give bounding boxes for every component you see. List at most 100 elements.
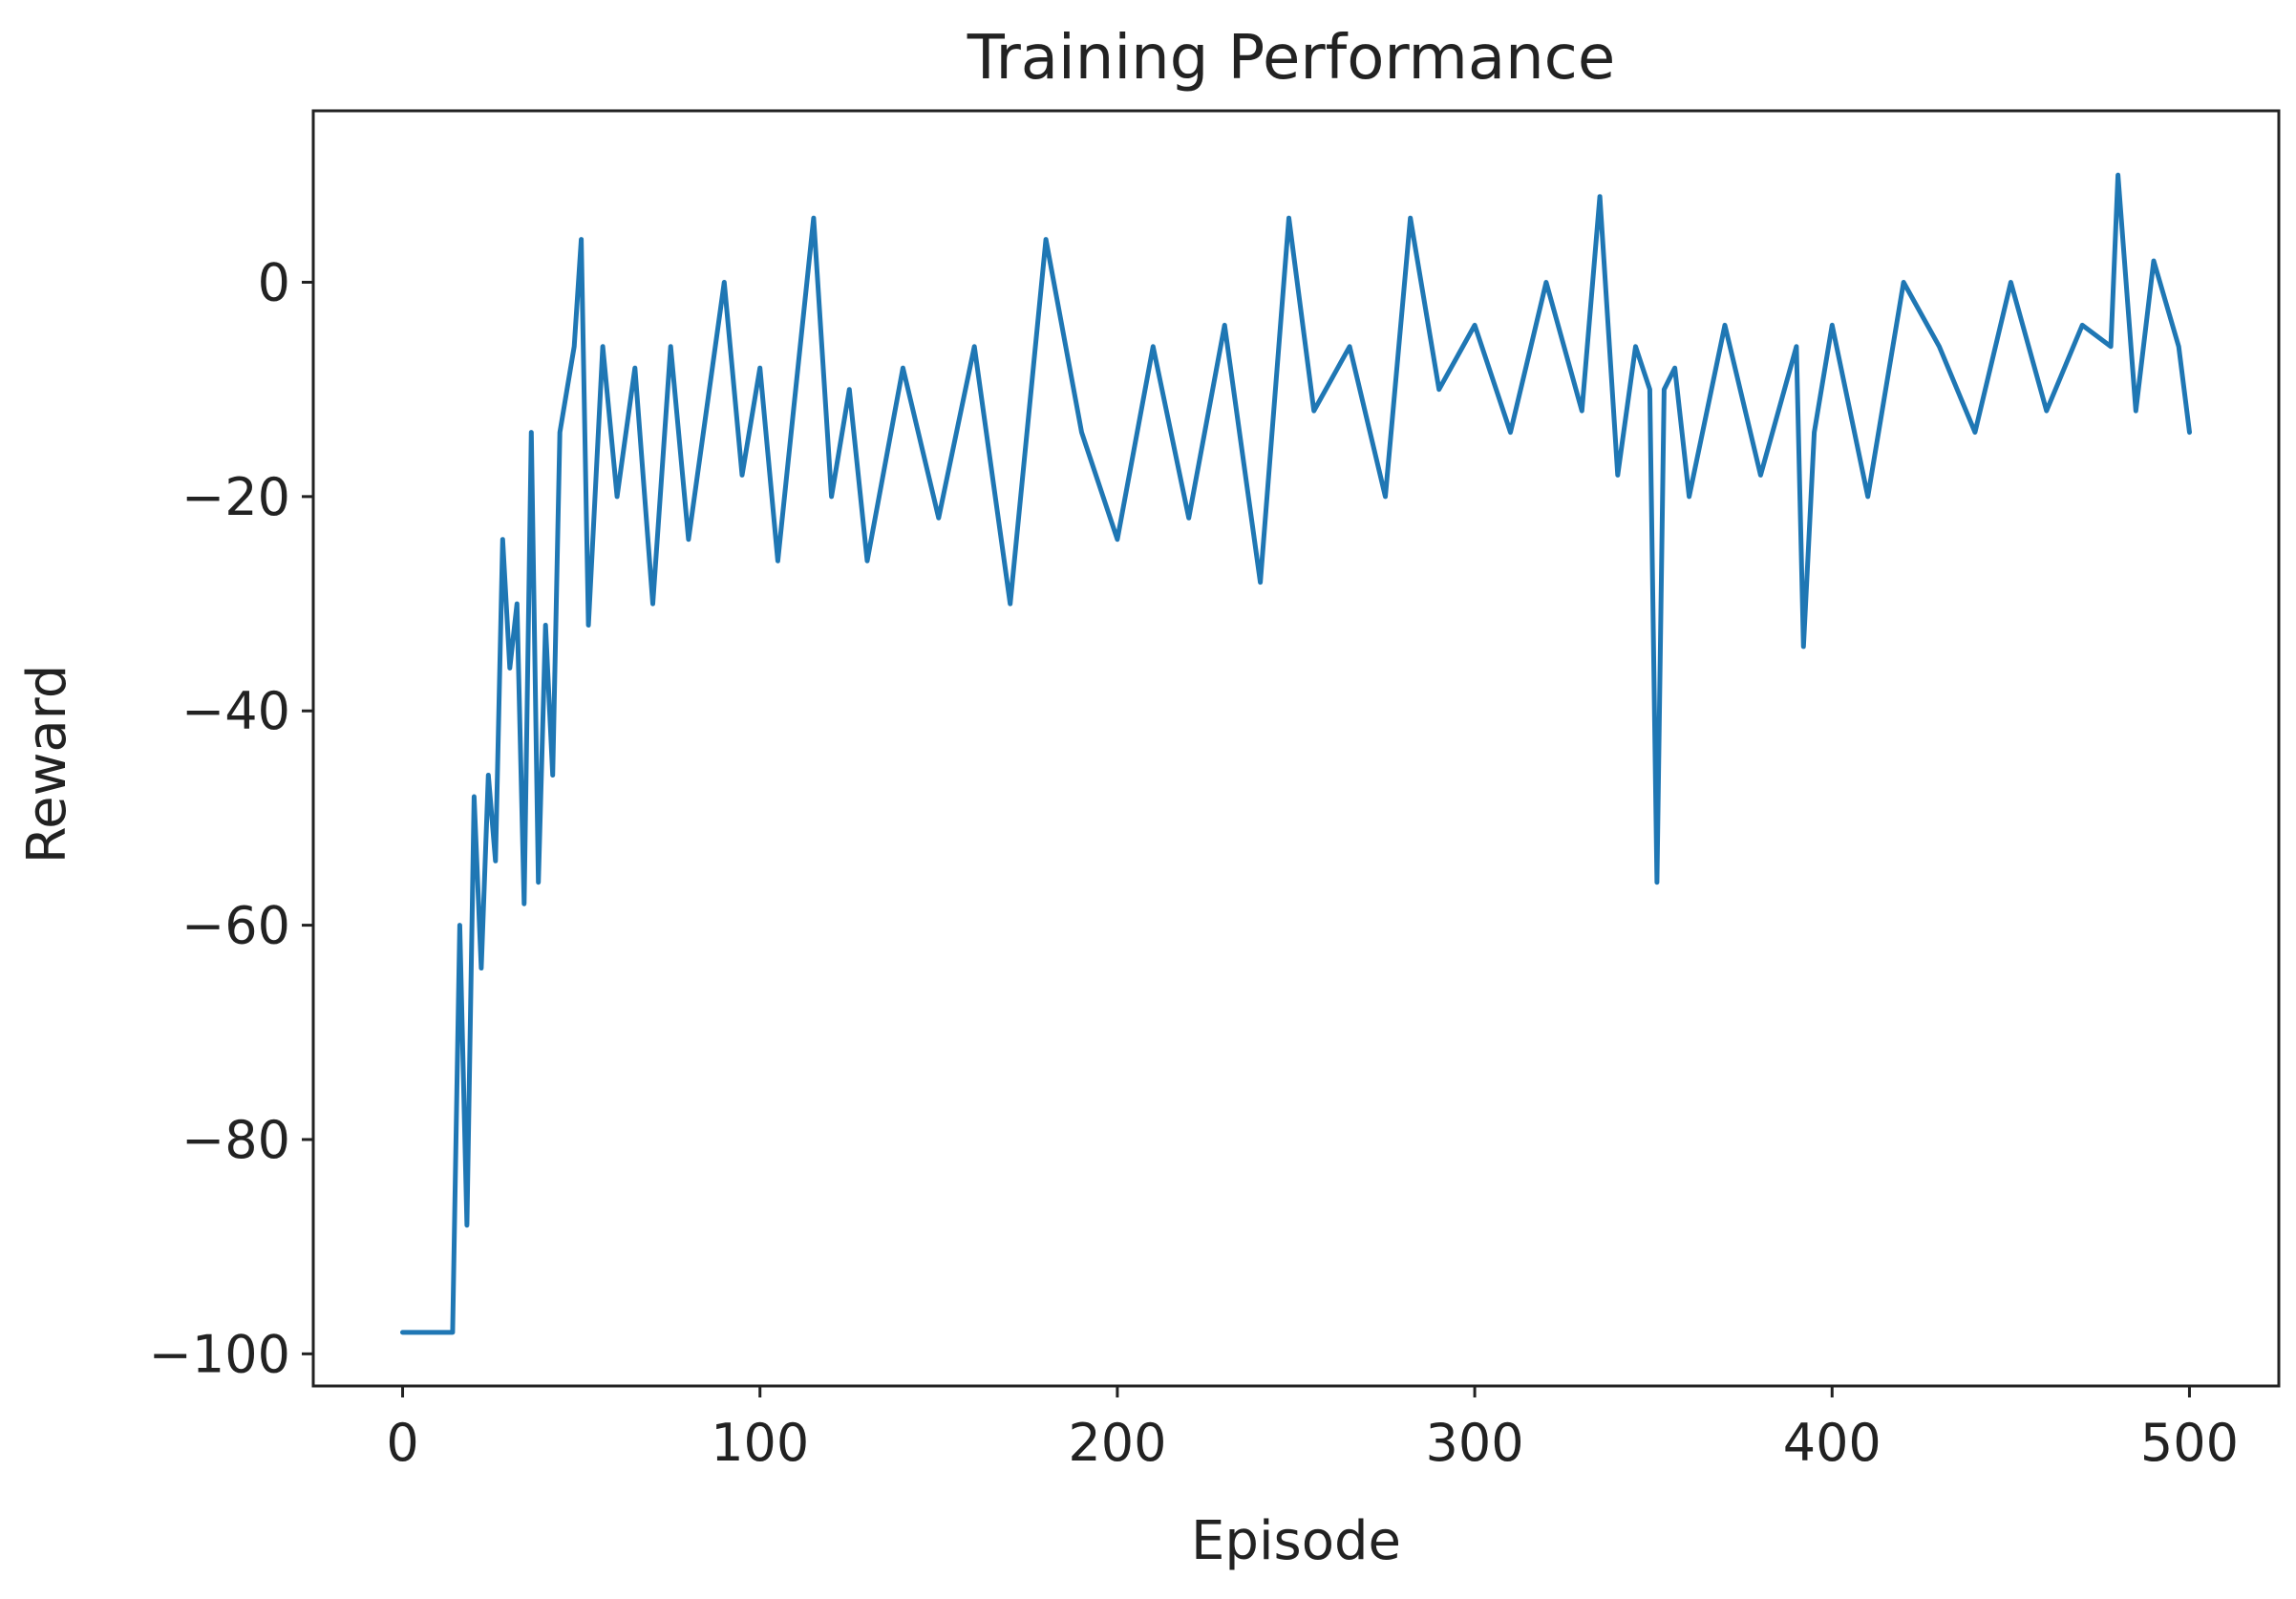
data-point xyxy=(2153,260,2155,262)
data-point xyxy=(848,389,850,391)
data-point xyxy=(813,217,815,219)
data-point xyxy=(1188,517,1190,519)
data-point xyxy=(1867,496,1869,498)
data-point xyxy=(1656,882,1658,884)
data-point xyxy=(1674,367,1676,369)
data-point xyxy=(1438,389,1440,391)
data-point xyxy=(1223,324,1225,326)
data-point xyxy=(538,882,540,884)
data-point xyxy=(1260,582,1262,584)
data-point xyxy=(1689,496,1690,498)
y-axis: 0 −20 −40 −60 −80 −100 xyxy=(149,252,313,1384)
data-point xyxy=(2189,432,2190,434)
x-tick-label: 400 xyxy=(1783,1413,1881,1473)
data-point xyxy=(795,389,797,391)
data-point xyxy=(1663,389,1665,391)
data-point xyxy=(1288,217,1289,219)
data-point xyxy=(1831,324,1833,326)
data-point xyxy=(602,346,604,348)
data-point xyxy=(1474,324,1476,326)
data-point xyxy=(1313,410,1315,412)
data-point xyxy=(616,496,618,498)
data-point xyxy=(1974,432,1976,434)
data-point xyxy=(573,346,575,348)
data-point xyxy=(1939,346,1940,348)
data-point xyxy=(1581,410,1583,412)
data-point xyxy=(566,389,568,391)
data-point xyxy=(688,539,690,541)
data-point xyxy=(973,346,975,348)
data-point xyxy=(487,775,489,776)
data-point xyxy=(723,282,725,283)
data-point xyxy=(1081,432,1082,434)
data-point xyxy=(1045,239,1047,241)
x-tick-label: 0 xyxy=(386,1413,418,1473)
data-point xyxy=(1116,539,1118,541)
data-point xyxy=(1635,346,1636,348)
data-point xyxy=(866,560,868,562)
data-point xyxy=(1510,432,1511,434)
data-point xyxy=(544,625,546,626)
data-point xyxy=(1814,432,1816,434)
data-point xyxy=(1617,474,1619,476)
x-axis-title: Episode xyxy=(1191,1510,1401,1572)
x-tick-label: 300 xyxy=(1426,1413,1524,1473)
data-point xyxy=(473,796,475,798)
data-point xyxy=(1903,282,1904,283)
y-tick-label: −80 xyxy=(181,1110,290,1170)
data-point xyxy=(938,517,940,519)
data-point xyxy=(509,667,511,669)
data-point xyxy=(634,367,636,369)
data-point xyxy=(670,346,671,348)
x-tick-label: 200 xyxy=(1068,1413,1166,1473)
data-point xyxy=(1385,496,1386,498)
data-point xyxy=(741,474,743,476)
data-point xyxy=(2135,410,2137,412)
data-point xyxy=(458,925,460,927)
data-point xyxy=(2117,174,2119,176)
data-point xyxy=(552,775,554,776)
y-tick-label: −100 xyxy=(149,1324,290,1384)
data-point xyxy=(1545,282,1547,283)
data-point xyxy=(1724,324,1726,326)
data-point xyxy=(759,367,761,369)
data-point xyxy=(902,367,904,369)
y-tick-label: −60 xyxy=(181,896,290,956)
data-point xyxy=(1802,646,1804,648)
data-point xyxy=(523,903,525,905)
data-point xyxy=(652,603,653,605)
x-tick-label: 100 xyxy=(711,1413,809,1473)
data-point xyxy=(831,496,833,498)
data-point xyxy=(495,860,497,862)
y-axis-title: Reward xyxy=(16,665,78,864)
data-point xyxy=(587,625,589,626)
data-point xyxy=(2081,324,2083,326)
data-point xyxy=(1599,196,1601,198)
data-point xyxy=(516,603,518,605)
chart-title: Training Performance xyxy=(967,23,1615,94)
reward-series-line xyxy=(400,172,2192,1335)
data-point xyxy=(706,410,708,412)
y-tick-label: −40 xyxy=(181,681,290,741)
data-point xyxy=(2110,346,2112,348)
data-point xyxy=(2046,410,2048,412)
data-point xyxy=(776,560,778,562)
data-point xyxy=(581,239,583,241)
x-axis: 0 100 200 300 400 500 xyxy=(386,1386,2239,1473)
data-point xyxy=(559,432,561,434)
data-point xyxy=(480,968,482,969)
data-point xyxy=(530,432,532,434)
data-point xyxy=(466,1225,468,1226)
data-point xyxy=(1410,217,1412,219)
data-point xyxy=(501,539,503,541)
reward-series-points xyxy=(402,174,2190,1333)
plot-area-frame xyxy=(311,109,2281,1388)
data-point xyxy=(1648,389,1650,391)
data-point xyxy=(1759,474,1761,476)
y-tick-label: 0 xyxy=(258,252,290,312)
data-point xyxy=(1152,346,1154,348)
x-tick-label: 500 xyxy=(2140,1413,2239,1473)
data-point xyxy=(2009,282,2011,283)
y-tick-label: −20 xyxy=(181,467,290,527)
